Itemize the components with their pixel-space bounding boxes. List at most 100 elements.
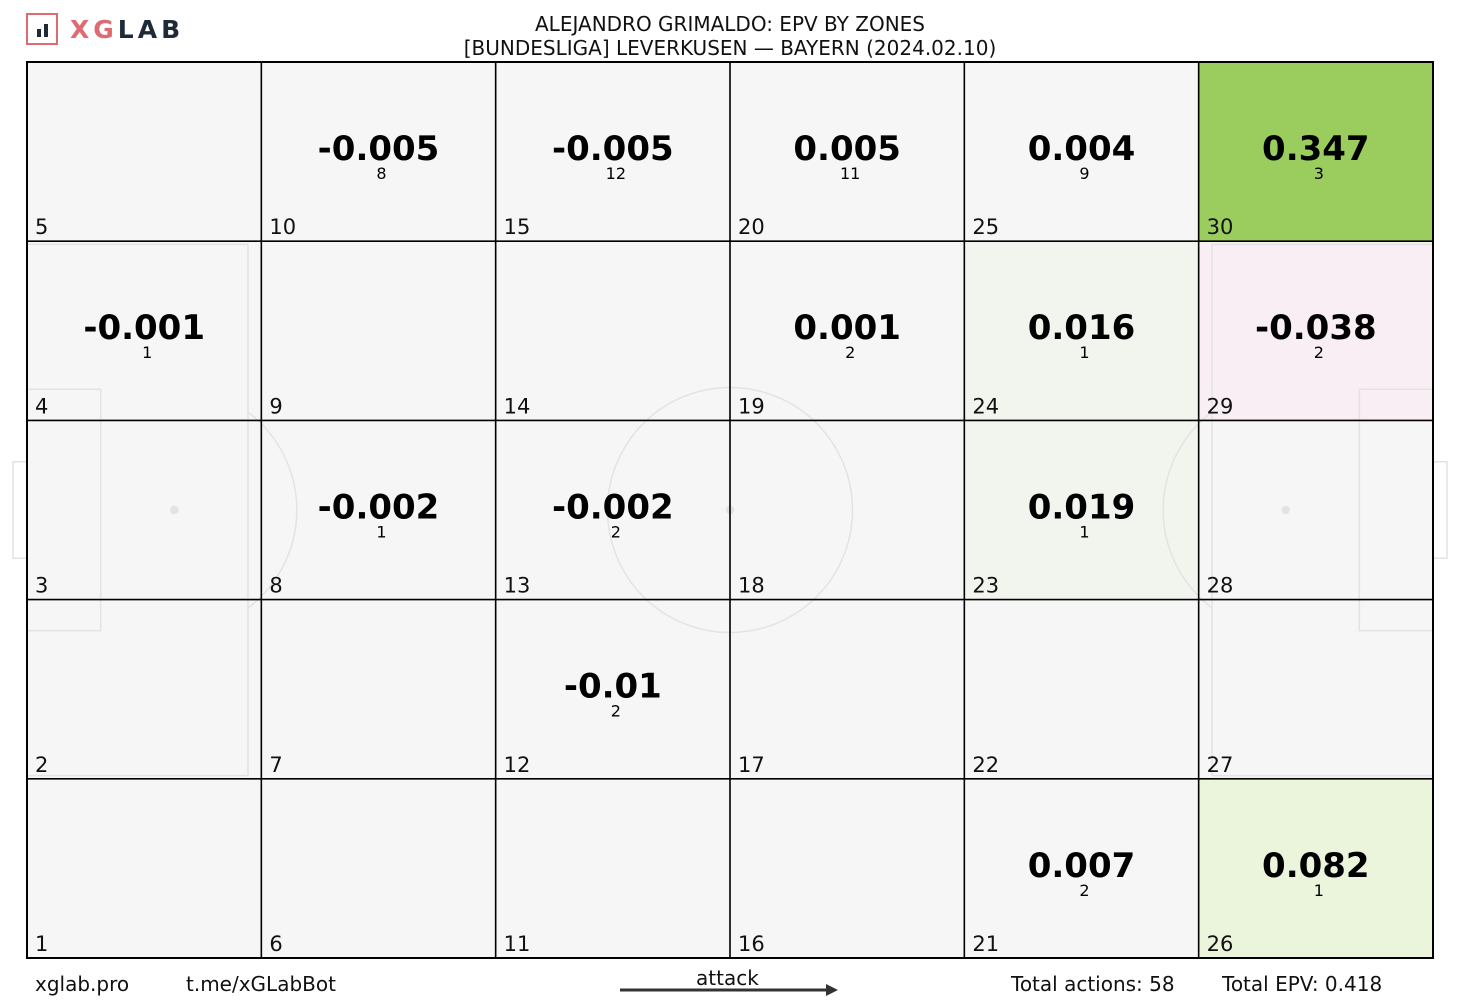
zone-cell [261,599,496,779]
zone-number-label: 3 [35,574,48,598]
zone-number-label: 2 [35,753,48,777]
zone-number-label: 15 [504,215,531,239]
action-count-label: 2 [1314,343,1324,362]
zone-cell [964,62,1199,242]
epv-value-label: 0.347 [1262,129,1370,169]
zone-grid [26,61,1434,959]
bar-chart-icon [26,13,58,45]
attack-direction-label: attack [696,966,759,990]
zone-cell [730,62,965,242]
zone-number-label: 4 [35,394,48,418]
epv-value-label: 0.005 [793,129,901,169]
zone-cell [964,420,1199,600]
epv-value-label: 0.019 [1028,487,1136,527]
action-count-label: 3 [1314,164,1324,183]
action-count-label: 2 [1079,881,1089,900]
zone-number-label: 12 [504,753,531,777]
zone-cell [730,241,965,421]
action-count-label: 11 [840,164,860,183]
zone-cell [261,62,496,242]
zone-cell [730,420,965,600]
zone-cell [261,241,496,421]
attack-arrow-head [826,984,838,996]
left-penalty-arc [247,411,298,609]
zone-number-label: 6 [269,932,282,956]
xglab-logo: XGLAB [26,12,184,46]
zone-number-label: 27 [1207,753,1234,777]
zone-number-label: 14 [504,394,531,418]
pitch-border [26,61,1434,959]
action-count-label: 2 [611,522,621,541]
zone-number-label: 7 [269,753,282,777]
epv-value-label: -0.038 [1255,308,1377,348]
action-count-label: 1 [1079,522,1089,541]
zone-cell [27,241,262,421]
zone-cell [495,241,730,421]
zone-number-label: 29 [1207,394,1234,418]
zone-cell [1198,778,1433,958]
logo-wordmark: XGLAB [70,15,184,44]
epv-value-label: 0.004 [1028,129,1136,169]
logo-text-xg: XG [70,14,118,44]
epv-value-label: -0.002 [552,487,674,527]
logo-text-lab: LAB [117,14,185,44]
footer-site-link[interactable]: xglab.pro [35,972,130,996]
zone-cell [27,599,262,779]
zone-cell [1198,420,1433,600]
epv-value-label: -0.01 [564,667,662,707]
zone-number-label: 18 [738,574,765,598]
zone-cell [730,778,965,958]
zone-number-label: 24 [972,394,999,418]
zone-number-label: 26 [1207,932,1234,956]
zone-cell [730,599,965,779]
zone-number-label: 22 [972,753,999,777]
action-count-label: 8 [376,164,386,183]
action-count-label: 9 [1079,164,1089,183]
zone-cell [27,62,262,242]
zone-cell [495,778,730,958]
action-count-label: 2 [611,702,621,721]
zone-cell [27,778,262,958]
zone-number-label: 17 [738,753,765,777]
zone-number-label: 9 [269,394,282,418]
zone-cell [495,62,730,242]
zone-number-label: 5 [35,215,48,239]
action-count-label: 1 [376,522,386,541]
epv-value-label: -0.005 [318,129,440,169]
total-actions: Total actions: 58 [1011,972,1175,996]
right-penalty-arc [1162,411,1213,609]
zone-number-label: 13 [504,574,531,598]
zone-cell [261,420,496,600]
zone-number-label: 28 [1207,574,1234,598]
epv-value-label: 0.082 [1262,846,1370,886]
zone-cell [495,599,730,779]
right-goal [1432,461,1448,559]
zone-number-label: 11 [504,932,531,956]
left-penalty-spot [170,505,179,515]
action-count-label: 1 [142,343,152,362]
action-count-label: 2 [845,343,855,362]
zone-number-label: 21 [972,932,999,956]
epv-value-label: 0.001 [793,308,901,348]
epv-value-label: -0.005 [552,129,674,169]
action-count-label: 1 [1314,881,1324,900]
zone-number-label: 8 [269,574,282,598]
zone-cell [964,599,1199,779]
footer-bot-link[interactable]: t.me/xGLabBot [186,972,336,996]
zone-cell [1198,599,1433,779]
left-goal [12,461,28,559]
zone-number-label: 30 [1207,215,1234,239]
action-count-label: 1 [1079,343,1089,362]
zone-number-label: 16 [738,932,765,956]
zone-number-label: 20 [738,215,765,239]
zone-cell [495,420,730,600]
epv-value-label: -0.002 [318,487,440,527]
zone-cell [261,778,496,958]
zone-number-label: 25 [972,215,999,239]
zone-number-label: 1 [35,932,48,956]
epv-value-label: 0.007 [1028,846,1136,886]
right-penalty-spot [1281,505,1290,515]
zone-cell [1198,241,1433,421]
zone-number-label: 19 [738,394,765,418]
